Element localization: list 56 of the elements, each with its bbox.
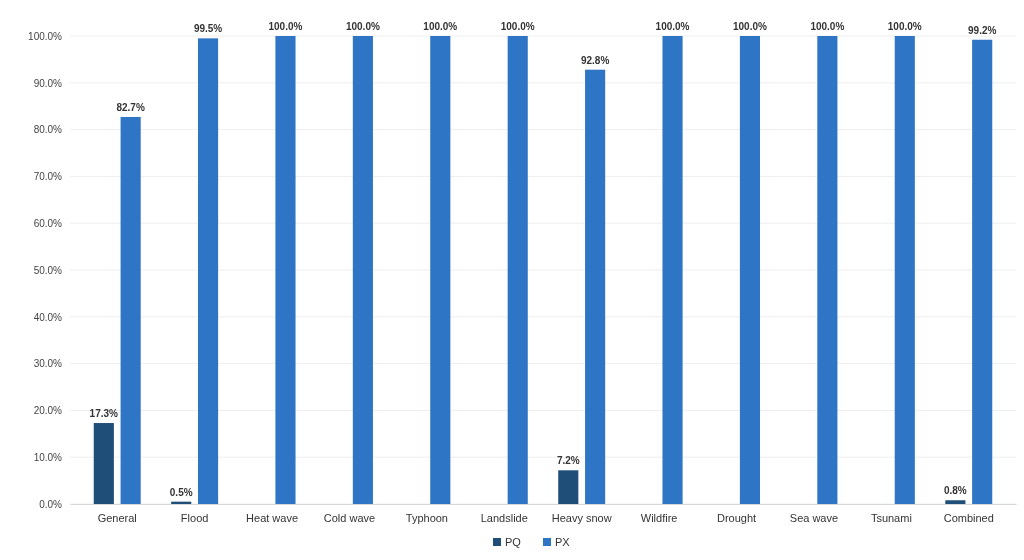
x-tick-label: Landslide [480, 511, 528, 524]
x-tick-label: Typhoon [405, 511, 448, 524]
bar [275, 36, 296, 504]
bar [430, 36, 451, 504]
x-tick-label: Drought [716, 511, 757, 524]
data-label: 100.0% [732, 21, 768, 32]
y-tick-label: 100.0% [28, 30, 63, 42]
legend-label: PQ [505, 536, 522, 548]
y-tick-label: 60.0% [33, 217, 63, 229]
y-tick-label: 20.0% [33, 405, 63, 417]
x-tick-label: Heat wave [246, 511, 299, 524]
data-label: 82.7% [116, 101, 145, 113]
data-label: 0.5% [169, 486, 193, 498]
y-tick-label: 50.0% [33, 264, 63, 276]
bar [739, 36, 761, 504]
data-label: 100.0% [423, 21, 458, 32]
bar [197, 38, 219, 504]
x-tick-label: Flood [180, 511, 209, 524]
x-tick-label: General [97, 511, 137, 524]
data-label: 99.5% [193, 23, 223, 35]
y-tick-label: 30.0% [33, 358, 63, 370]
data-label: 0.8% [943, 485, 967, 497]
data-label: 99.2% [968, 24, 997, 36]
legend-label: PX [555, 536, 571, 548]
data-label: 100.0% [810, 21, 845, 32]
bar [93, 423, 114, 504]
data-label: 7.2% [556, 455, 580, 467]
data-label: 100.0% [655, 21, 690, 32]
bar [945, 500, 966, 504]
bar [558, 470, 579, 504]
bar [585, 69, 606, 504]
bar [120, 116, 141, 504]
bar [662, 36, 683, 504]
y-tick-label: 80.0% [33, 124, 63, 136]
data-label: 100.0% [268, 21, 303, 32]
y-tick-label: 0.0% [39, 498, 63, 510]
x-tick-label: Cold wave [323, 511, 376, 524]
data-label: 100.0% [500, 21, 535, 32]
x-tick-label: Wildfire [640, 511, 678, 524]
bar [817, 36, 838, 504]
x-tick-label: Heavy snow [551, 511, 612, 524]
data-label: 100.0% [887, 21, 922, 32]
x-tick-label: Combined [943, 511, 994, 524]
y-tick-label: 70.0% [33, 171, 63, 183]
y-tick-label: 90.0% [33, 77, 63, 89]
x-tick-label: Sea wave [789, 511, 839, 524]
x-tick-label: Tsunami [870, 511, 912, 524]
y-tick-label: 40.0% [33, 311, 63, 323]
bar [894, 36, 915, 504]
bar [507, 36, 528, 504]
data-label: 92.8% [580, 54, 610, 66]
data-label: 100.0% [345, 21, 380, 32]
bar [972, 39, 993, 504]
bar [352, 36, 373, 504]
data-label: 17.3% [89, 408, 119, 420]
y-tick-label: 10.0% [33, 451, 63, 463]
